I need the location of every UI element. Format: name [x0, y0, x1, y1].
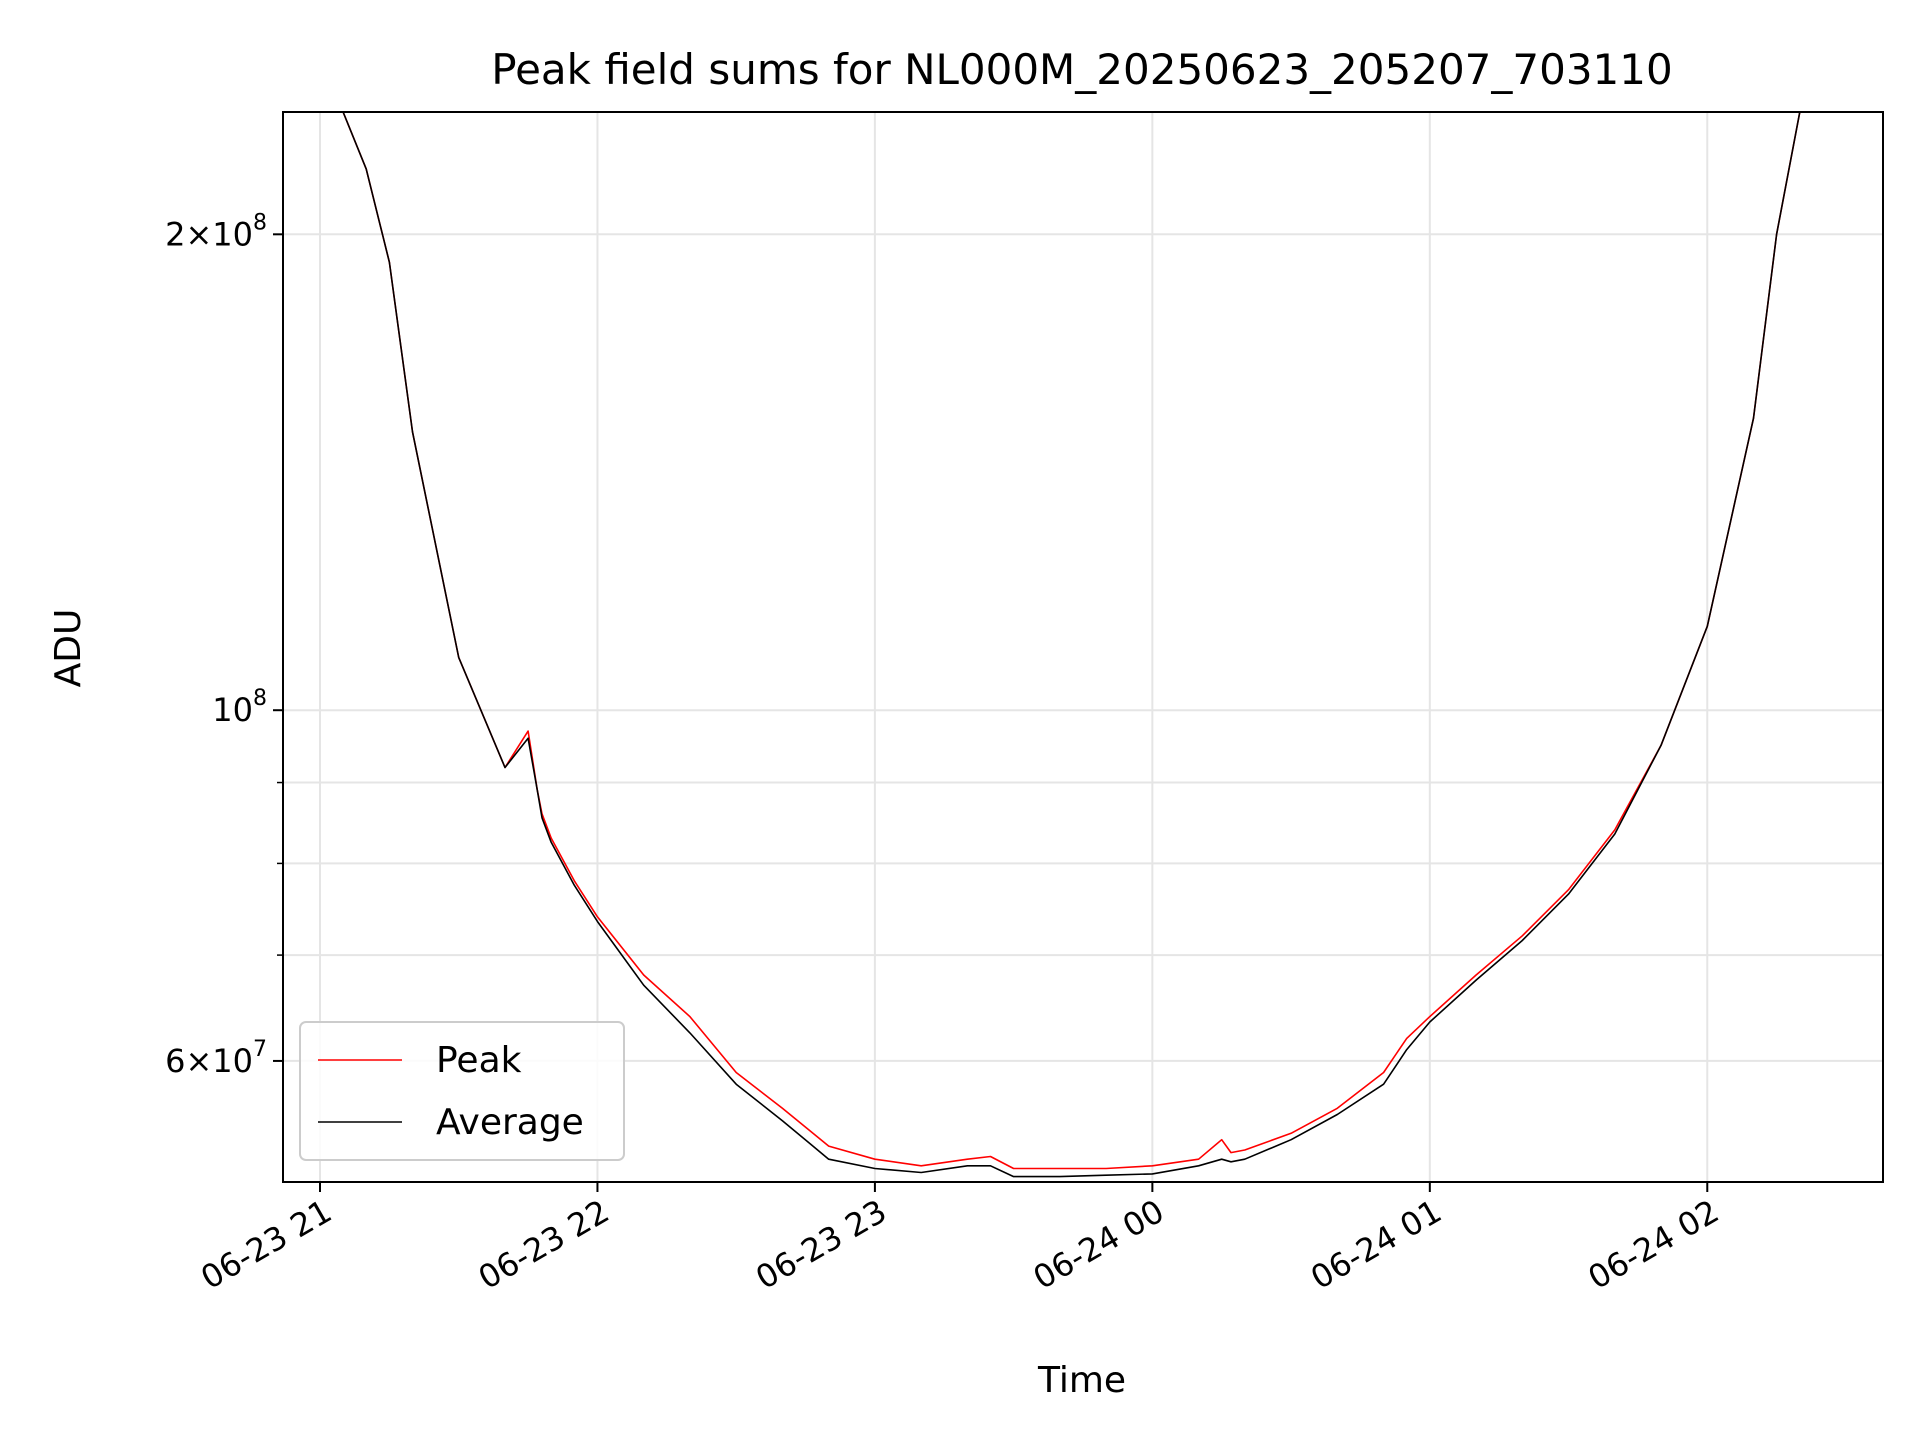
y-axis-label: ADU [48, 609, 89, 688]
y-tick-label: 6×107 [165, 1037, 267, 1080]
series-line-average [283, 112, 1883, 1178]
y-tick-label: 2×108 [165, 210, 267, 253]
legend-frame [299, 1021, 625, 1161]
grid [283, 112, 1883, 1182]
series-line-peak [283, 112, 1883, 1170]
series-layer [283, 112, 1883, 1178]
y-tick-label: 108 [212, 686, 267, 729]
legend: Peak Average [299, 1021, 625, 1161]
legend-average-label: Average [436, 1102, 584, 1143]
x-axis-label: Time [1037, 1360, 1126, 1401]
legend-peak-label: Peak [436, 1040, 522, 1081]
y-axis: 6×107 108 2×108 [165, 210, 283, 1080]
chart-title: Peak field sums for NL000M_20250623_2052… [491, 45, 1672, 94]
plot-frame [282, 111, 1884, 1183]
